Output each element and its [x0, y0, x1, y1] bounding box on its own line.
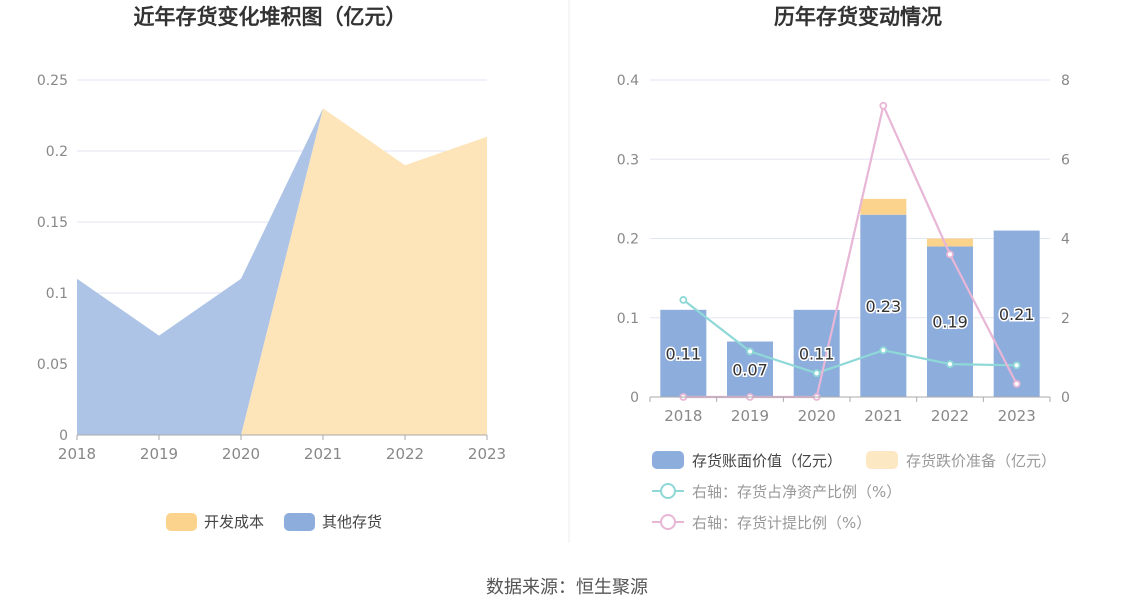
left-legend: 开发成本 其他存货	[166, 513, 382, 531]
bar-value-label: 0.07	[732, 360, 768, 379]
line-point-0-2022	[946, 360, 954, 369]
line-point-0-2020	[812, 369, 821, 378]
right-gridlines	[650, 79, 1050, 398]
combo-bar-line-chart: 历年存货变动情况 0.11 0.07 0.11 0.23 0.19 0.21 0 0.1 0.…	[617, 5, 1070, 532]
left-y-tick-label: 0.1	[46, 286, 68, 302]
data-source-note: 数据来源：恒生聚源	[486, 577, 648, 598]
bar-value-label: 0.19	[932, 313, 968, 332]
line-point-1-2022	[946, 250, 954, 259]
right-legend-swatch-bar-value	[652, 451, 684, 469]
right-bar-data-labels: 0.11 0.07 0.11 0.23 0.19 0.21	[664, 295, 1036, 380]
line-point-0-2023	[1012, 361, 1021, 370]
right-x-tick-label: 2022	[931, 407, 969, 425]
left-x-axis-ticks: 2018 2019 2020 2021 2022 2023	[58, 434, 506, 463]
right-x-tick-label: 2021	[864, 407, 902, 425]
right-y-tick-label: 0	[630, 390, 639, 406]
area-series-1	[77, 108, 487, 436]
left-area-series	[77, 108, 487, 436]
bar-0-2022	[927, 246, 973, 397]
right-legend-label: 右轴：存货计提比例（%）	[692, 514, 871, 532]
right-y-tick-label: 0.3	[617, 152, 639, 168]
right-y-tick-label: 0.2	[617, 232, 639, 248]
right-legend-marker-pink	[660, 514, 676, 530]
right-legend-label: 右轴：存货占净资产比例（%）	[692, 483, 901, 501]
left-legend-label: 其他存货	[322, 513, 382, 531]
left-y-tick-label: 0.2	[46, 144, 68, 160]
left-legend-swatch	[166, 513, 197, 531]
right-x-tick-label: 2019	[731, 407, 769, 425]
left-y-axis-ticks: 0 0.05 0.1 0.15 0.2 0.25	[37, 73, 68, 444]
left-x-tick-label: 2020	[222, 445, 260, 463]
right-legend-label: 存货跌价准备（亿元）	[906, 452, 1056, 470]
right-x-axis-ticks: 2018 2019 2020 2021 2022 2023	[649, 396, 1051, 425]
left-legend-swatch	[284, 513, 315, 531]
left-x-tick-label: 2023	[468, 445, 506, 463]
bar-value-label: 0.21	[999, 305, 1035, 324]
right-legend-label: 存货账面价值（亿元）	[692, 452, 842, 470]
right-left-y-axis-ticks: 0 0.1 0.2 0.3 0.4	[617, 73, 639, 406]
right-bar-series	[660, 198, 1040, 397]
right-y-tick-label: 0.1	[617, 311, 639, 327]
left-x-tick-label: 2022	[386, 445, 424, 463]
right-legend: 存货账面价值（亿元） 存货跌价准备（亿元） 右轴：存货占净资产比例（%） 右轴：存货计…	[652, 451, 1056, 532]
area-series-0	[77, 108, 487, 436]
right-x-tick-label: 2020	[798, 407, 836, 425]
right-y2-tick-label: 8	[1061, 73, 1070, 89]
line-series-0	[682, 299, 1017, 375]
left-x-tick-label: 2021	[304, 445, 342, 463]
right-x-tick-label: 2018	[664, 407, 702, 425]
right-y-tick-label: 0.4	[617, 73, 639, 89]
right-y2-tick-label: 2	[1061, 311, 1070, 327]
bar-0-2018	[660, 309, 707, 397]
left-chart-title: 近年存货变化堆积图（亿元）	[134, 5, 407, 29]
bar-0-2021	[860, 214, 907, 397]
right-secondary-y-axis-ticks: 0 2 4 6 8	[1061, 73, 1070, 406]
left-y-tick-label: 0.05	[37, 357, 68, 373]
right-y2-tick-label: 4	[1061, 232, 1070, 248]
line-point-0-2019	[746, 347, 754, 356]
left-x-tick-label: 2018	[58, 445, 96, 463]
bar-1-2022	[927, 238, 973, 247]
bar-value-label: 0.11	[666, 344, 702, 363]
line-point-1-2023	[1012, 380, 1021, 388]
right-x-tick-label: 2023	[998, 407, 1036, 425]
left-y-tick-label: 0.25	[37, 73, 68, 89]
bar-value-label: 0.11	[799, 344, 835, 363]
line-point-0-2018	[679, 296, 688, 304]
right-legend-swatch-bar-provision	[866, 451, 898, 469]
stacked-area-chart: 近年存货变化堆积图（亿元） 00.050.10.150.20.25 2018 20…	[37, 5, 506, 531]
left-legend-label: 开发成本	[204, 513, 264, 531]
right-chart-title: 历年存货变动情况	[774, 5, 942, 29]
bar-0-2023	[993, 230, 1040, 397]
line-point-1-2021	[879, 101, 888, 110]
right-legend-marker-teal	[660, 483, 676, 499]
line-point-0-2021	[879, 346, 888, 355]
left-x-tick-label: 2019	[140, 445, 178, 463]
left-y-tick-label: 0.15	[37, 215, 68, 231]
bar-value-label: 0.23	[866, 297, 902, 316]
bar-0-2020	[793, 309, 840, 397]
bar-1-2021	[860, 198, 907, 215]
right-y2-tick-label: 0	[1061, 390, 1070, 406]
left-y-tick-label: 0	[59, 428, 68, 444]
right-y2-tick-label: 6	[1061, 152, 1070, 168]
